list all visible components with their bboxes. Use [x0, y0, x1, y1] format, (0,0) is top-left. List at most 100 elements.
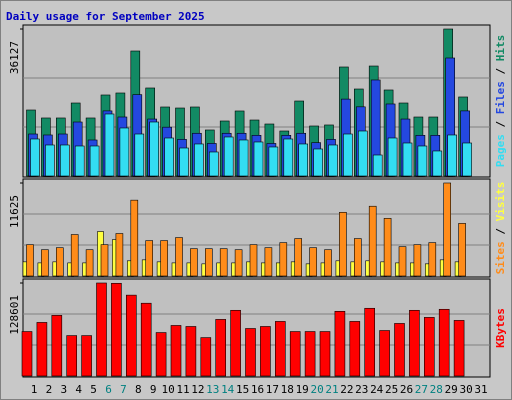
- bar: [85, 249, 94, 277]
- bar: [334, 311, 346, 377]
- bar: [349, 321, 361, 377]
- bar: [453, 320, 465, 377]
- bar: [89, 145, 100, 177]
- bar: [353, 238, 362, 277]
- x-tick-label: 8: [135, 383, 142, 396]
- x-tick-label: 31: [474, 383, 487, 396]
- x-tick-label: 19: [296, 383, 309, 396]
- bar: [215, 319, 226, 377]
- bar: [298, 143, 309, 177]
- bar: [219, 248, 228, 277]
- bar: [100, 244, 109, 277]
- x-tick-label: 30: [459, 383, 472, 396]
- bar: [438, 308, 450, 377]
- bar: [319, 331, 331, 377]
- bar: [81, 335, 92, 377]
- bar: [41, 249, 49, 277]
- bar: [253, 141, 264, 177]
- x-tick-label: 3: [60, 383, 67, 396]
- x-tick-label: 18: [281, 383, 294, 396]
- bar: [283, 138, 294, 177]
- chart-title: Daily usage for September 2025: [6, 10, 205, 23]
- bar: [190, 248, 198, 277]
- bar: [274, 321, 286, 377]
- bar: [432, 150, 443, 177]
- bar: [175, 237, 183, 277]
- bar: [209, 151, 219, 177]
- bar: [379, 330, 390, 377]
- legend-entry: Hits: [494, 35, 507, 62]
- legend-entry: Visits: [494, 182, 507, 222]
- bar: [364, 307, 376, 377]
- bar: [51, 315, 63, 377]
- bar: [155, 332, 167, 377]
- bar: [160, 240, 168, 277]
- bar: [279, 242, 288, 277]
- bar: [324, 249, 332, 277]
- bar: [194, 143, 204, 177]
- x-tick-label: 1: [31, 383, 38, 396]
- bar: [409, 309, 420, 377]
- bar: [423, 317, 435, 377]
- bar: [164, 137, 174, 177]
- bar: [234, 249, 243, 277]
- bar: [289, 331, 301, 377]
- bar: [249, 244, 258, 277]
- x-tick-label: 25: [385, 383, 398, 396]
- bar: [45, 144, 55, 177]
- bar: [458, 223, 466, 277]
- bar: [30, 138, 40, 177]
- legend-entry: KBytes: [494, 308, 507, 348]
- bar: [74, 145, 85, 177]
- legend-entry: Pages: [494, 134, 507, 167]
- x-tick-label: 13: [206, 383, 219, 396]
- x-tick-label: 4: [75, 383, 82, 396]
- bar: [372, 154, 383, 177]
- bar: [66, 335, 77, 377]
- bar: [268, 146, 279, 177]
- x-tick-label: 15: [236, 383, 249, 396]
- bar: [462, 142, 472, 177]
- bar: [264, 247, 273, 277]
- bar: [149, 121, 159, 177]
- bar: [417, 145, 428, 177]
- bar: [134, 133, 145, 177]
- y-tick-label: 128601: [8, 295, 21, 335]
- bar: [96, 282, 107, 377]
- bar: [21, 331, 33, 377]
- x-tick-label: 28: [430, 383, 443, 396]
- x-tick-label: 22: [340, 383, 353, 396]
- bar: [36, 322, 48, 377]
- legend: Pages / Files / Hits: [494, 35, 507, 168]
- bar: [230, 309, 241, 377]
- bar: [55, 247, 64, 277]
- legend-separator: /: [494, 221, 507, 241]
- x-tick-label: 6: [105, 383, 112, 396]
- legend-separator: /: [494, 114, 507, 134]
- x-tick-label: 5: [90, 383, 97, 396]
- bar: [313, 148, 323, 177]
- bar: [115, 233, 124, 277]
- legend-entry: Files: [494, 81, 507, 114]
- x-tick-label: 21: [325, 383, 338, 396]
- bar: [413, 244, 422, 277]
- bar: [428, 242, 437, 277]
- x-tick-label: 26: [400, 383, 413, 396]
- bar: [179, 147, 189, 177]
- bar: [447, 134, 458, 177]
- bar: [205, 248, 213, 277]
- legend: Sites / Visits: [494, 182, 507, 275]
- bar: [394, 323, 405, 377]
- legend: KBytes: [494, 308, 507, 348]
- x-tick-label: 14: [221, 383, 235, 396]
- x-tick-label: 27: [415, 383, 428, 396]
- y-tick-label: 11625: [8, 195, 21, 228]
- x-tick-label: 11: [176, 383, 189, 396]
- x-tick-label: 23: [355, 383, 368, 396]
- y-tick-label: 36127: [8, 41, 21, 74]
- bar: [26, 244, 34, 277]
- x-tick-label: 9: [150, 383, 157, 396]
- bar: [130, 199, 139, 277]
- x-tick-label: 10: [161, 383, 174, 396]
